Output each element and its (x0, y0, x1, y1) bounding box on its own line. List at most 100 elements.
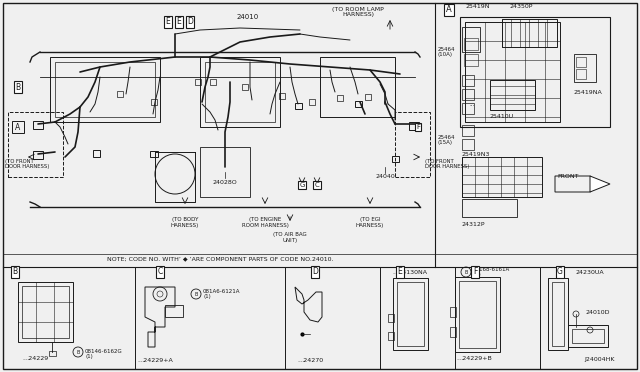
Text: …24229+A: …24229+A (137, 357, 173, 362)
Text: (TO FRONT
DOOR HARNESS): (TO FRONT DOOR HARNESS) (5, 158, 49, 169)
Bar (205, 62, 275, 122)
Bar (450, 327, 456, 337)
Bar (8, 112, 63, 177)
Text: 25464
(15A): 25464 (15A) (438, 135, 456, 145)
Bar (12, 121, 24, 133)
Bar (388, 332, 394, 340)
Text: 24010: 24010 (237, 14, 259, 20)
Text: B: B (12, 267, 17, 276)
Bar (55, 62, 155, 117)
Text: …24130NA: …24130NA (392, 269, 428, 275)
Text: (TO ROOM LAMP
HARNESS): (TO ROOM LAMP HARNESS) (332, 7, 384, 17)
Bar (548, 278, 568, 350)
Bar (279, 93, 285, 99)
Text: 081A6-6121A
(1): 081A6-6121A (1) (203, 289, 241, 299)
Bar (465, 22, 560, 122)
Bar (568, 325, 608, 347)
Bar (365, 94, 371, 100)
Bar (455, 277, 500, 352)
Text: 24312P: 24312P (462, 221, 486, 227)
Bar (502, 19, 557, 47)
Bar (572, 329, 604, 343)
Bar (464, 38, 478, 50)
Text: B: B (76, 350, 80, 355)
Bar (459, 281, 496, 348)
Text: FRONT: FRONT (557, 173, 579, 179)
Text: D: D (312, 267, 318, 276)
Text: NOTE; CODE NO. WITH’ ◆ ’ARE COMPONENT PARTS OF CODE NO.24010.: NOTE; CODE NO. WITH’ ◆ ’ARE COMPONENT PA… (107, 257, 333, 262)
Text: 24010D: 24010D (585, 310, 609, 314)
Text: 25464
(10A): 25464 (10A) (438, 46, 456, 57)
Bar (393, 278, 428, 350)
Bar (462, 89, 474, 100)
Text: …24229: …24229 (22, 356, 48, 362)
Text: G: G (557, 267, 563, 276)
Text: B: B (195, 292, 198, 296)
Bar (93, 150, 100, 157)
Bar (552, 282, 564, 346)
Text: E: E (397, 267, 403, 276)
Bar (576, 69, 586, 79)
Text: (TO BODY
HARNESS): (TO BODY HARNESS) (171, 217, 199, 228)
Text: (TO EGI
HARNESS): (TO EGI HARNESS) (356, 217, 384, 228)
Text: (TO ENGINE
ROOM HARNESS): (TO ENGINE ROOM HARNESS) (241, 217, 289, 228)
Bar (165, 305, 183, 317)
Bar (462, 199, 517, 217)
Bar (462, 157, 542, 197)
Bar (462, 27, 480, 52)
Text: F: F (473, 267, 477, 276)
Text: (TO AIR BAG
UNIT): (TO AIR BAG UNIT) (273, 232, 307, 243)
Text: 25419N3: 25419N3 (462, 153, 490, 157)
Text: 24230UA: 24230UA (576, 269, 604, 275)
Text: F: F (416, 124, 420, 130)
Bar (320, 57, 395, 117)
Text: 08168-6161A
(1): 08168-6161A (1) (473, 267, 510, 278)
Bar (242, 84, 248, 90)
Bar (460, 17, 610, 127)
Text: C: C (157, 267, 163, 276)
Bar (462, 125, 474, 136)
Text: 24350P: 24350P (510, 4, 533, 10)
Bar (117, 91, 123, 97)
Text: E: E (177, 17, 181, 26)
Text: E: E (166, 17, 170, 26)
Text: C: C (315, 182, 319, 188)
Text: A: A (15, 122, 20, 131)
Bar (200, 57, 280, 127)
Bar (22, 286, 69, 338)
Bar (462, 103, 474, 114)
Text: 08146-6162G
(1): 08146-6162G (1) (85, 349, 123, 359)
Bar (397, 282, 424, 346)
Bar (295, 103, 302, 109)
Bar (337, 95, 343, 101)
Bar (151, 99, 157, 105)
Bar (195, 79, 201, 85)
Bar (462, 75, 474, 86)
Text: (TO FRONT
DOOR HARNESS): (TO FRONT DOOR HARNESS) (425, 158, 469, 169)
Bar (210, 79, 216, 85)
Bar (33, 121, 43, 129)
Bar (33, 151, 43, 159)
Bar (464, 54, 478, 66)
Bar (150, 151, 158, 157)
Text: 24040: 24040 (375, 174, 395, 180)
Text: B: B (464, 269, 468, 275)
Text: A: A (446, 6, 452, 15)
Text: ...: ... (469, 102, 475, 106)
Text: 25410U: 25410U (490, 115, 514, 119)
Polygon shape (590, 176, 610, 192)
Text: G: G (300, 182, 305, 188)
Text: …24229+B: …24229+B (456, 356, 492, 362)
Bar (462, 139, 474, 150)
Text: J24004HK: J24004HK (584, 356, 615, 362)
Bar (490, 80, 535, 110)
Bar (409, 122, 419, 130)
Text: D: D (187, 17, 193, 26)
Bar (355, 101, 362, 107)
Text: 25419NA: 25419NA (574, 90, 603, 94)
Bar (574, 54, 596, 82)
Bar (576, 57, 586, 67)
Bar (388, 314, 394, 322)
Bar (49, 351, 56, 356)
Bar (395, 112, 430, 177)
